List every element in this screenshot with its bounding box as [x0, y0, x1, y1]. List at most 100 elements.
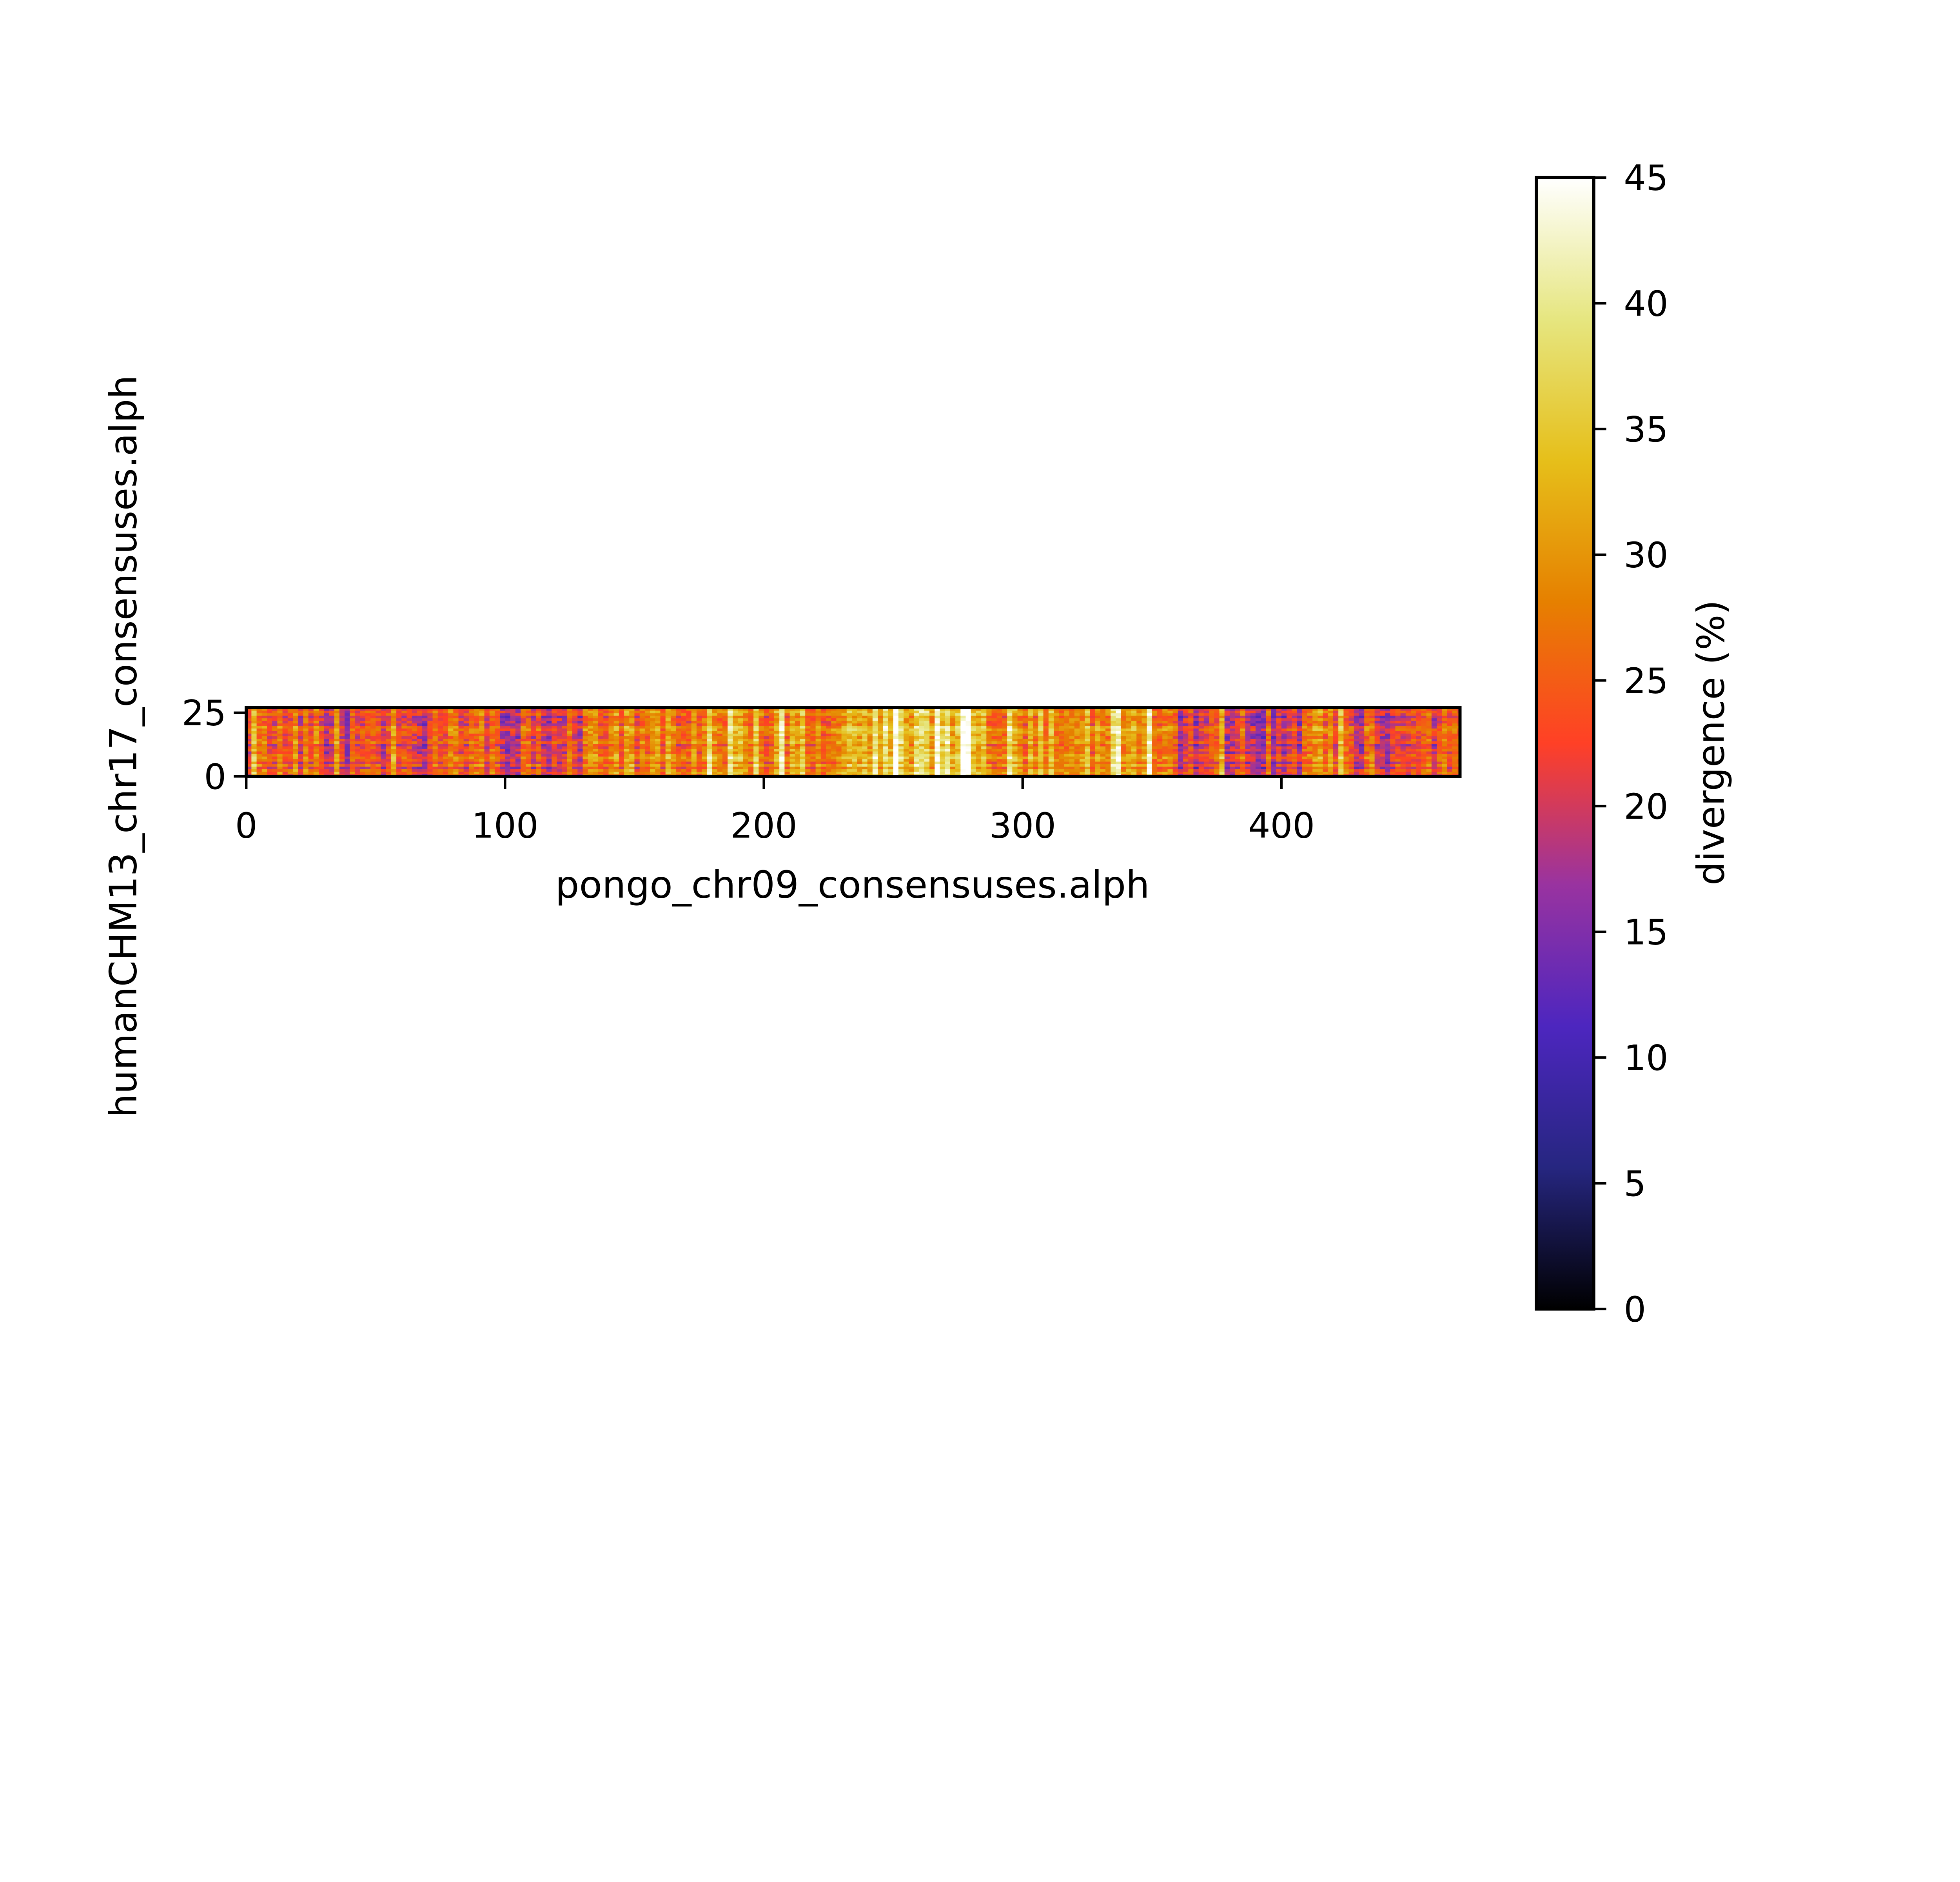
heatmap-cell [1203, 771, 1210, 775]
heatmap-cell [370, 720, 376, 724]
heatmap-cell [955, 743, 961, 747]
heatmap-cell [1172, 712, 1179, 716]
heatmap-cell [365, 746, 371, 749]
heatmap-cell [800, 723, 806, 726]
heatmap-cell [515, 768, 521, 772]
heatmap-cell [557, 768, 563, 772]
heatmap-cell [878, 725, 884, 729]
heatmap-cell [453, 728, 459, 731]
heatmap-cell [360, 761, 366, 765]
heatmap-cell [650, 738, 656, 741]
heatmap-cell [764, 720, 770, 724]
heatmap-cell [619, 710, 625, 714]
heatmap-cell [655, 736, 661, 739]
heatmap-cell [743, 733, 749, 736]
heatmap-cell [681, 753, 687, 757]
heatmap-cell [774, 753, 780, 757]
heatmap-cell [1059, 768, 1065, 772]
heatmap-cell [427, 741, 433, 744]
heatmap-cell [1100, 758, 1106, 762]
heatmap-cell [324, 763, 330, 767]
heatmap-cell [593, 718, 599, 721]
heatmap-cell [753, 728, 759, 731]
heatmap-cell [629, 725, 635, 729]
heatmap-cell [655, 738, 661, 741]
heatmap-cell [1105, 718, 1111, 721]
heatmap-cell [1162, 748, 1168, 752]
heatmap-cell [1162, 730, 1168, 734]
heatmap-cell [458, 710, 465, 714]
heatmap-cell [676, 715, 682, 719]
heatmap-cell [1048, 746, 1054, 749]
heatmap-cell [1136, 743, 1142, 747]
heatmap-cell [484, 720, 490, 724]
heatmap-cell [1074, 743, 1080, 747]
heatmap-cell [805, 746, 811, 749]
heatmap-cell [1080, 758, 1085, 762]
heatmap-cell [277, 723, 283, 726]
heatmap-cell [1121, 756, 1127, 759]
heatmap-cell [468, 736, 475, 739]
heatmap-cell [929, 710, 935, 714]
heatmap-cell [407, 710, 412, 714]
heatmap-cell [1183, 738, 1189, 741]
heatmap-cell [1162, 712, 1168, 716]
heatmap-cell [531, 768, 537, 772]
heatmap-cell [1038, 763, 1044, 767]
heatmap-cell [479, 761, 485, 765]
heatmap-cell [407, 718, 412, 721]
heatmap-cell [1007, 758, 1013, 762]
heatmap-cell [339, 756, 345, 759]
heatmap-cell [1043, 718, 1049, 721]
heatmap-cell [432, 718, 439, 721]
heatmap-cell [474, 768, 480, 772]
heatmap-cell [878, 743, 884, 747]
heatmap-cell [639, 753, 646, 757]
heatmap-cell [603, 728, 609, 731]
heatmap-cell [298, 720, 304, 724]
heatmap-cell [810, 746, 816, 749]
heatmap-cell [267, 741, 273, 744]
heatmap-cell [1157, 712, 1163, 716]
heatmap-cell [929, 725, 935, 729]
heatmap-cell [670, 753, 677, 757]
heatmap-cell [836, 733, 842, 736]
heatmap-cell [1080, 746, 1085, 749]
heatmap-cell [261, 746, 268, 749]
heatmap-cell [1033, 710, 1039, 714]
heatmap-cell [603, 743, 609, 747]
heatmap-cell [526, 768, 532, 772]
heatmap-cell [795, 771, 801, 775]
heatmap-cell [391, 718, 397, 721]
heatmap-cell [841, 720, 848, 724]
heatmap-cell [676, 718, 682, 721]
heatmap-cell [562, 730, 568, 734]
heatmap-cell [676, 710, 682, 714]
heatmap-cell [914, 748, 920, 752]
heatmap-cell [453, 718, 459, 721]
heatmap-cell [572, 710, 578, 714]
heatmap-cell [313, 725, 319, 729]
heatmap-cell [971, 758, 977, 762]
heatmap-cell [500, 771, 506, 775]
heatmap-cell [893, 768, 899, 772]
heatmap-cell [319, 733, 325, 736]
heatmap-cell [437, 741, 444, 744]
heatmap-cell [1074, 728, 1080, 731]
heatmap-cell [391, 738, 397, 741]
heatmap-cell [1017, 746, 1024, 749]
heatmap-cell [909, 756, 915, 759]
heatmap-cell [567, 736, 573, 739]
heatmap-cell [246, 715, 252, 719]
heatmap-cell [784, 746, 790, 749]
heatmap-cell [505, 720, 511, 724]
heatmap-cell [867, 736, 873, 739]
heatmap-cell [981, 751, 987, 754]
heatmap-cell [1027, 748, 1034, 752]
heatmap-cell [774, 748, 780, 752]
heatmap-cell [717, 753, 723, 757]
heatmap-cell [955, 741, 961, 744]
heatmap-cell [1017, 728, 1024, 731]
heatmap-cell [412, 768, 418, 772]
heatmap-cell [639, 743, 646, 747]
